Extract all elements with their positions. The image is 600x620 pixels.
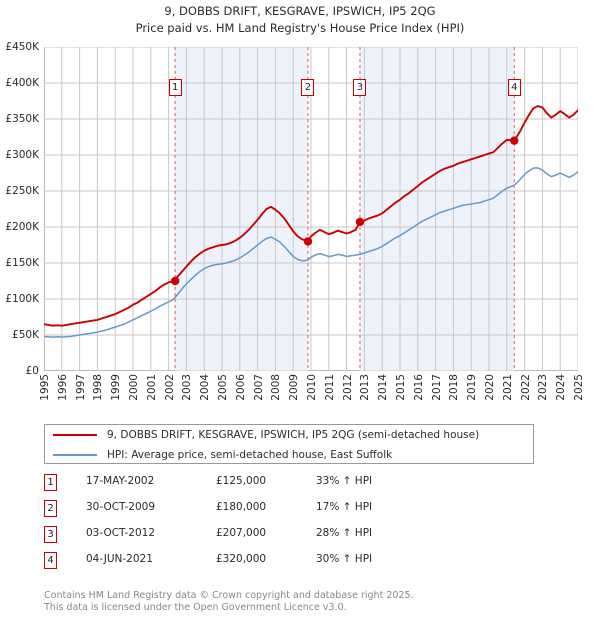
x-axis-tick-label: 1999 (110, 374, 123, 401)
y-axis-labels: £0 £50K £100K £150K £200K £250K £300K £350K £400… (0, 41, 42, 377)
x-axis-tick-label: 2005 (217, 374, 229, 401)
transaction-date: 04-JUN-2021 (86, 553, 153, 565)
chart-plot-area (44, 47, 578, 371)
x-axis-tick-label: 2016 (412, 374, 425, 401)
y-axis-tick-label: £450K (5, 41, 39, 53)
x-axis-tick-label: 2015 (395, 374, 407, 401)
price-history-line-chart (44, 47, 578, 371)
table-row[interactable]: 4 04-JUN-2021 £320,000 30% ↑ HPI (44, 550, 544, 576)
transaction-date: 03-OCT-2012 (86, 527, 155, 539)
page-title: 9, DOBBS DRIFT, KESGRAVE, IPSWICH, IP5 2… (0, 3, 600, 37)
x-axis-tick-label: 2020 (484, 374, 496, 401)
transaction-marker-dot[interactable] (355, 217, 365, 227)
y-axis-tick-label: £300K (5, 149, 39, 161)
x-axis-tick-label: 2007 (252, 374, 265, 401)
y-axis-tick-label: £50K (12, 329, 39, 341)
y-axis-tick-label: £250K (5, 185, 39, 197)
transaction-marker-dot[interactable] (510, 136, 519, 145)
x-axis-tick-label: 2024 (555, 374, 568, 401)
transaction-index-badge: 3 (44, 526, 57, 543)
chart-marker-flag-4[interactable]: 4 (507, 79, 521, 96)
transaction-date: 17-MAY-2002 (86, 475, 155, 487)
legend-label-property: 9, DOBBS DRIFT, KESGRAVE, IPSWICH, IP5 2… (107, 429, 480, 441)
x-axis-tick-label: 2004 (199, 374, 212, 401)
transaction-hpi-delta: 17% ↑ HPI (316, 501, 373, 513)
transaction-index-badge: 1 (44, 474, 57, 491)
x-axis-tick-label: 2008 (270, 374, 283, 401)
x-axis-tick-label: 1995 (39, 374, 51, 401)
transaction-price: £320,000 (216, 553, 267, 565)
transactions-table: 1 17-MAY-2002 £125,000 33% ↑ HPI 2 30-OCT-200… (44, 472, 544, 576)
legend-swatch-property (53, 434, 97, 436)
x-axis-tick-label: 2006 (234, 374, 247, 401)
chart-marker-flag-3[interactable]: 3 (353, 79, 367, 96)
y-axis-tick-label: £350K (5, 113, 39, 125)
table-row[interactable]: 3 03-OCT-2012 £207,000 28% ↑ HPI (44, 524, 544, 550)
x-axis-tick-label: 2001 (145, 374, 158, 401)
transaction-index-badge: 2 (44, 500, 57, 517)
legend-swatch-hpi (53, 454, 97, 456)
title-line-address: 9, DOBBS DRIFT, KESGRAVE, IPSWICH, IP5 2… (164, 4, 436, 18)
y-axis-tick-label: £200K (5, 221, 39, 233)
title-line-subtitle: Price paid vs. HM Land Registry's House … (135, 21, 465, 35)
x-axis-tick-label: 2021 (501, 374, 514, 401)
y-axis-tick-label: £150K (5, 257, 39, 269)
transaction-hpi-delta: 33% ↑ HPI (316, 475, 373, 487)
x-axis-tick-label: 2002 (163, 374, 176, 401)
legend-row-property: 9, DOBBS DRIFT, KESGRAVE, IPSWICH, IP5 2… (45, 425, 533, 445)
legend-row-hpi: HPI: Average price, semi-detached house,… (45, 445, 533, 465)
x-axis-tick-label: 2025 (573, 374, 585, 401)
footer-attribution: Contains HM Land Registry data © Crown c… (44, 590, 584, 613)
transaction-hpi-delta: 28% ↑ HPI (316, 527, 373, 539)
chart-legend: 9, DOBBS DRIFT, KESGRAVE, IPSWICH, IP5 2… (44, 424, 534, 464)
table-row[interactable]: 1 17-MAY-2002 £125,000 33% ↑ HPI (44, 472, 544, 498)
series-line-hpi (44, 167, 578, 338)
y-axis-tick-label: £100K (5, 293, 39, 305)
y-axis-tick-label: £0 (25, 365, 39, 377)
x-axis-tick-label: 2011 (323, 374, 336, 401)
ownership-period-band (359, 47, 515, 371)
x-axis-tick-label: 2017 (430, 374, 443, 401)
x-axis-tick-label: 2018 (448, 374, 461, 401)
x-axis-tick-label: 2003 (181, 374, 194, 401)
y-axis-tick-label: £400K (5, 77, 39, 89)
legend-label-hpi: HPI: Average price, semi-detached house,… (107, 449, 393, 461)
transaction-price: £207,000 (216, 527, 267, 539)
transaction-price: £180,000 (216, 501, 267, 513)
x-axis-tick-label: 1997 (74, 374, 87, 401)
transaction-hpi-delta: 30% ↑ HPI (316, 553, 373, 565)
footer-line-copyright: Contains HM Land Registry data © Crown c… (44, 590, 414, 601)
x-axis-tick-label: 2022 (519, 374, 532, 401)
x-axis-tick-label: 2023 (537, 374, 550, 401)
chart-marker-flag-1[interactable]: 1 (168, 79, 182, 96)
table-row[interactable]: 2 30-OCT-2009 £180,000 17% ↑ HPI (44, 498, 544, 524)
x-axis-tick-label: 1996 (56, 374, 69, 401)
x-axis-tick-label: 2019 (466, 374, 479, 401)
x-axis-tick-label: 2000 (128, 374, 140, 401)
x-axis-tick-label: 2010 (306, 374, 318, 401)
transaction-date: 30-OCT-2009 (86, 501, 155, 513)
ownership-period-band (175, 47, 308, 371)
x-axis-labels: 1995 1996 1997 1998 1999 2000 2001 2002 2003 2004… (39, 374, 585, 416)
transaction-marker-dot[interactable] (303, 237, 313, 246)
transaction-index-badge: 4 (44, 552, 57, 569)
chart-marker-flag-2[interactable]: 2 (301, 79, 315, 96)
footer-line-licence: This data is licensed under the Open Gov… (44, 601, 347, 613)
x-axis-tick-label: 2014 (377, 374, 390, 401)
x-axis-tick-label: 2012 (341, 374, 354, 401)
x-axis-tick-label: 2009 (288, 374, 301, 401)
x-axis-tick-label: 2013 (359, 374, 372, 401)
transaction-price: £125,000 (216, 475, 267, 487)
x-axis-tick-label: 1998 (92, 374, 105, 401)
transaction-marker-dot[interactable] (170, 276, 180, 286)
